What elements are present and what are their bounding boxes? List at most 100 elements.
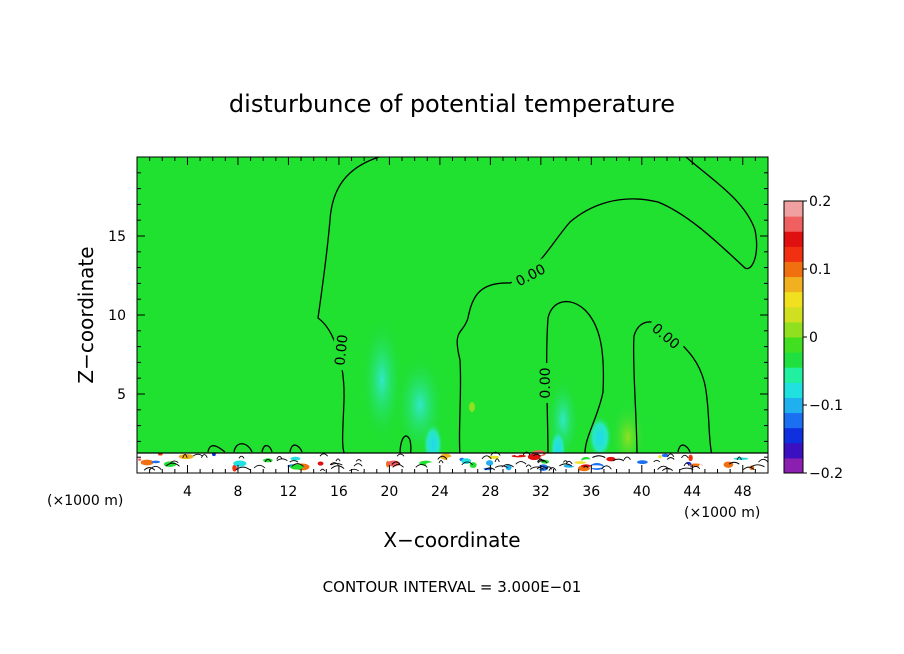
contour-line xyxy=(677,444,691,453)
boundary-layer-contour xyxy=(548,467,557,471)
boundary-layer-contour xyxy=(601,465,612,470)
boundary-layer-contour xyxy=(349,468,359,472)
x-tick-label: 44 xyxy=(683,484,701,500)
boundary-layer-cell xyxy=(658,455,662,459)
boundary-layer-contour xyxy=(742,466,755,471)
boundary-layer-contour xyxy=(525,464,532,468)
boundary-layer-contour xyxy=(683,462,690,467)
boundary-layer-contour xyxy=(583,465,589,468)
boundary-layer-contour xyxy=(681,454,689,459)
boundary-layer-cell xyxy=(699,459,704,462)
boundary-layer-cell xyxy=(232,464,237,472)
cyan-disturbance xyxy=(423,418,443,462)
boundary-layer-cell xyxy=(636,460,648,465)
boundary-layer-contour xyxy=(335,458,341,462)
x-axis-label: X−coordinate xyxy=(383,528,520,552)
boundary-layer xyxy=(137,450,768,473)
boundary-layer-cell xyxy=(151,460,161,464)
x-tick-label: 4 xyxy=(183,484,192,500)
colorbar-tick-label: −0.2 xyxy=(809,466,843,482)
boundary-layer-cell xyxy=(661,453,669,458)
colorbar-tick-label: 0.1 xyxy=(809,262,831,278)
boundary-layer-cell xyxy=(688,454,693,462)
boundary-layer-contour xyxy=(353,463,363,467)
contour-line xyxy=(289,444,303,453)
y-tick-label: 5 xyxy=(117,387,126,403)
y-axis-label: Z−coordinate xyxy=(74,246,98,383)
contour-line xyxy=(317,157,380,456)
boundary-layer-cell xyxy=(233,460,247,467)
boundary-layer-contour xyxy=(529,466,544,470)
boundary-layer-contour xyxy=(653,459,661,463)
boundary-layer-cell xyxy=(461,458,472,465)
boundary-layer-contour xyxy=(750,464,765,468)
boundary-layer-cell xyxy=(511,454,526,458)
boundary-layer-cell xyxy=(405,452,409,459)
colorbar-swatch xyxy=(784,261,803,278)
contour-line xyxy=(261,444,273,453)
x-tick-label: 40 xyxy=(633,484,651,500)
boundary-layer-contour xyxy=(253,464,266,469)
colorbar: 0.2 0.1 0 −0.1 −0.2 xyxy=(783,194,843,482)
boundary-layer-cell xyxy=(588,465,603,469)
boundary-layer-cell xyxy=(178,453,194,460)
boundary-layer-cell xyxy=(273,455,284,459)
boundary-layer-contour xyxy=(238,455,245,459)
boundary-layer-contour xyxy=(592,455,606,458)
boundary-layer-contour xyxy=(289,460,299,463)
boundary-layer-cell xyxy=(342,461,352,465)
x-tick-label: 48 xyxy=(734,484,752,500)
boundary-layer-contour xyxy=(736,456,742,461)
colorbar-swatch xyxy=(784,427,803,444)
boundary-layer-cell xyxy=(158,453,163,456)
boundary-layer-cell xyxy=(505,464,512,471)
colorbar-tick-label: −0.1 xyxy=(809,398,843,414)
boundary-layer-contour xyxy=(415,463,428,468)
y-tick-label: 10 xyxy=(108,308,126,324)
boundary-layer-contour xyxy=(149,465,162,470)
boundary-layer-cell xyxy=(574,461,587,464)
boundary-layer-contour xyxy=(438,460,444,464)
contour-interval-note: CONTOUR INTERVAL = 3.000E−01 xyxy=(323,578,582,596)
colorbar-swatch xyxy=(784,306,803,323)
boundary-layer-cell xyxy=(217,458,227,465)
boundary-layer-contour xyxy=(563,460,568,463)
cyan-disturbance xyxy=(362,318,402,442)
chart-title: disturbunce of potential temperature xyxy=(229,90,675,118)
boundary-layer-cell xyxy=(527,453,541,461)
boundary-layer-contour xyxy=(170,460,179,463)
boundary-layer-cell xyxy=(183,461,187,465)
contour-line xyxy=(233,443,253,453)
boundary-layer-contour xyxy=(276,458,288,462)
yellow-disturbance xyxy=(469,402,475,412)
boundary-layer-contour xyxy=(182,453,188,459)
colorbar-swatch xyxy=(784,337,803,353)
colorbar-swatch xyxy=(784,412,803,429)
boundary-layer-cell xyxy=(401,454,407,462)
colorbar-swatch xyxy=(784,457,803,474)
boundary-layer-contour xyxy=(264,458,272,463)
boundary-layer-cell xyxy=(167,455,176,462)
colorbar-swatch xyxy=(784,216,803,232)
colorbar-swatch xyxy=(784,201,803,217)
boundary-layer-cell xyxy=(140,459,154,466)
colorbar-tick-label: 0 xyxy=(809,330,818,346)
colorbar-swatch xyxy=(784,231,803,247)
plot-field: 0.00 0.00 0.00 0.00 xyxy=(137,157,768,473)
x-tick-label: 32 xyxy=(532,484,550,500)
boundary-layer-contour xyxy=(437,455,448,460)
boundary-layer-contour xyxy=(728,461,740,465)
boundary-layer-cell xyxy=(677,463,691,469)
boundary-layer-contour xyxy=(537,458,544,463)
boundary-layer-contour xyxy=(193,453,203,457)
x-tick-label: 20 xyxy=(380,484,398,500)
colorbar-swatch xyxy=(784,367,803,383)
colorbar-swatch xyxy=(784,246,803,262)
colorbar-swatch xyxy=(784,442,803,459)
x-tick-label: 12 xyxy=(280,484,298,500)
boundary-layer-contour xyxy=(545,466,552,470)
boundary-layer-cell xyxy=(644,463,655,470)
boundary-layer-contour xyxy=(515,461,527,465)
boundary-layer-contour xyxy=(143,467,156,471)
boundary-layer-contour xyxy=(623,456,631,461)
